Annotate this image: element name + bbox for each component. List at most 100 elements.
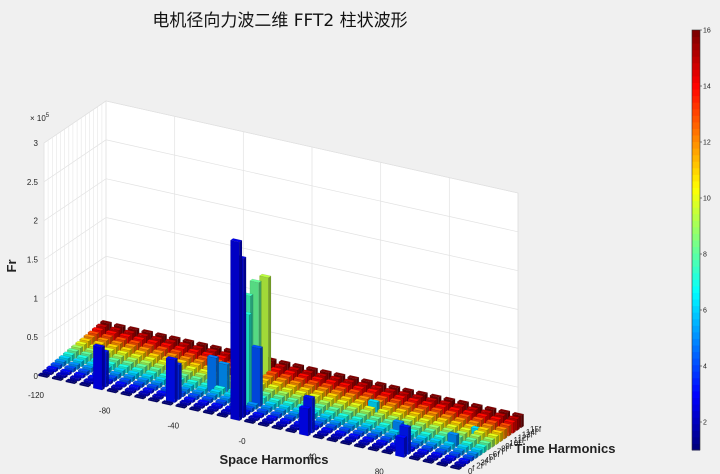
floor-bar <box>37 372 51 379</box>
x-tick-label: -80 <box>99 406 111 415</box>
z-axis-label: Fr <box>4 260 19 273</box>
colorbar-segment <box>692 161 700 169</box>
colorbar-segment <box>692 443 700 451</box>
colorbar-segment <box>692 194 700 202</box>
floor-bar <box>449 464 463 471</box>
colorbar-segment <box>692 213 700 221</box>
data-bar <box>206 354 220 394</box>
colorbar-segment <box>692 167 700 175</box>
colorbar-segment <box>692 180 700 188</box>
colorbar-segment <box>692 226 700 234</box>
colorbar-tick-label: 10 <box>703 196 711 203</box>
colorbar-segment <box>692 75 700 83</box>
x-axis-label: Space Harmonics <box>219 452 328 467</box>
data-bar <box>230 238 243 422</box>
floor-bar <box>257 421 270 428</box>
colorbar-segment <box>692 174 700 182</box>
colorbar-segment <box>692 246 700 254</box>
colorbar-segment <box>692 312 700 320</box>
colorbar-segment <box>692 148 700 156</box>
floor-bar <box>434 447 448 456</box>
colorbar-segment <box>692 220 700 228</box>
colorbar-segment <box>692 43 700 51</box>
data-bar <box>298 405 312 437</box>
floor-bar <box>440 457 453 465</box>
colorbar: 2 4 6 8 10 12 14 16 <box>691 28 711 451</box>
colorbar-segment <box>692 30 700 38</box>
y-tick-label: 6f <box>493 450 500 459</box>
colorbar-segment <box>692 253 700 261</box>
colorbar-segment <box>692 200 700 208</box>
floor-bar <box>381 449 394 455</box>
floor-bar <box>124 387 137 394</box>
colorbar-segment <box>692 430 700 438</box>
y-tick-label: 13f <box>522 431 534 440</box>
colorbar-segment <box>692 102 700 110</box>
colorbar-segment <box>692 187 700 195</box>
colorbar-segment <box>692 49 700 57</box>
colorbar-segment <box>692 95 700 103</box>
y-axis-label: Time Harmonics <box>515 441 616 456</box>
z-tick-label: 2.5 <box>27 178 39 187</box>
floor-bar <box>138 390 151 397</box>
z-tick-label: 0.5 <box>27 333 39 342</box>
floor-bar <box>367 446 380 452</box>
z-tick-label: 2 <box>34 217 39 226</box>
x-tick-label: -40 <box>305 452 317 461</box>
colorbar-frame <box>691 29 701 451</box>
colorbar-segment <box>692 404 700 412</box>
floor-bar <box>134 393 147 400</box>
colorbar-segment <box>692 325 700 333</box>
colorbar-segment <box>692 121 700 129</box>
colorbar-segment <box>692 36 700 44</box>
colorbar-segment <box>692 266 700 274</box>
colorbar-segment <box>692 135 700 143</box>
colorbar-segment <box>692 351 700 359</box>
colorbar-segment <box>692 331 700 339</box>
floor-bar <box>412 451 426 459</box>
floor-bar <box>312 433 325 440</box>
colorbar-segment <box>692 305 700 313</box>
chart-title: 电机径向力波二维 FFT2 柱状波形 <box>152 11 408 31</box>
floor-bar <box>51 375 64 382</box>
colorbar-segment <box>692 410 700 418</box>
colorbar-tick-label: 8 <box>703 252 707 259</box>
floor-bar <box>436 461 449 468</box>
y-tick-label: 0 <box>468 467 473 474</box>
z-tick-label: 0 <box>34 372 39 381</box>
floor-bar <box>179 399 192 406</box>
y-tick-label: 4f <box>485 456 492 465</box>
floor-bar <box>271 424 284 431</box>
z-tick-label: 1.5 <box>27 256 39 265</box>
colorbar-segment <box>692 397 700 405</box>
floor-bar <box>206 405 220 413</box>
floor-bar <box>426 454 439 462</box>
colorbar-segment <box>692 338 700 346</box>
colorbar-segment <box>692 390 700 398</box>
bars-layer <box>37 238 525 471</box>
colorbar-tick-label: 14 <box>703 84 711 91</box>
y-tick-label: 5f <box>489 453 496 462</box>
colorbar-segment <box>692 108 700 116</box>
floor-bar <box>243 418 257 425</box>
data-bar <box>92 343 106 391</box>
floor-bar <box>326 436 339 443</box>
floor-bar <box>147 396 160 403</box>
colorbar-segment <box>692 141 700 149</box>
y-tick-label: 12f <box>518 433 530 442</box>
colorbar-tick-label: 4 <box>703 364 707 371</box>
colorbar-segment <box>692 345 700 353</box>
colorbar-segment <box>692 233 700 241</box>
y-tick-label: f <box>472 464 475 473</box>
floor-bar <box>55 371 68 379</box>
z-tick-label: 1 <box>34 294 39 303</box>
floor-bar <box>65 378 78 385</box>
floor-bar <box>340 439 353 446</box>
colorbar-segment <box>692 128 700 136</box>
floor-bar <box>79 381 92 388</box>
floor-bar <box>216 412 229 418</box>
y-tick-label: 14f <box>526 428 538 437</box>
floor-bar <box>285 427 298 434</box>
y-tick-label: 9f <box>505 442 512 451</box>
